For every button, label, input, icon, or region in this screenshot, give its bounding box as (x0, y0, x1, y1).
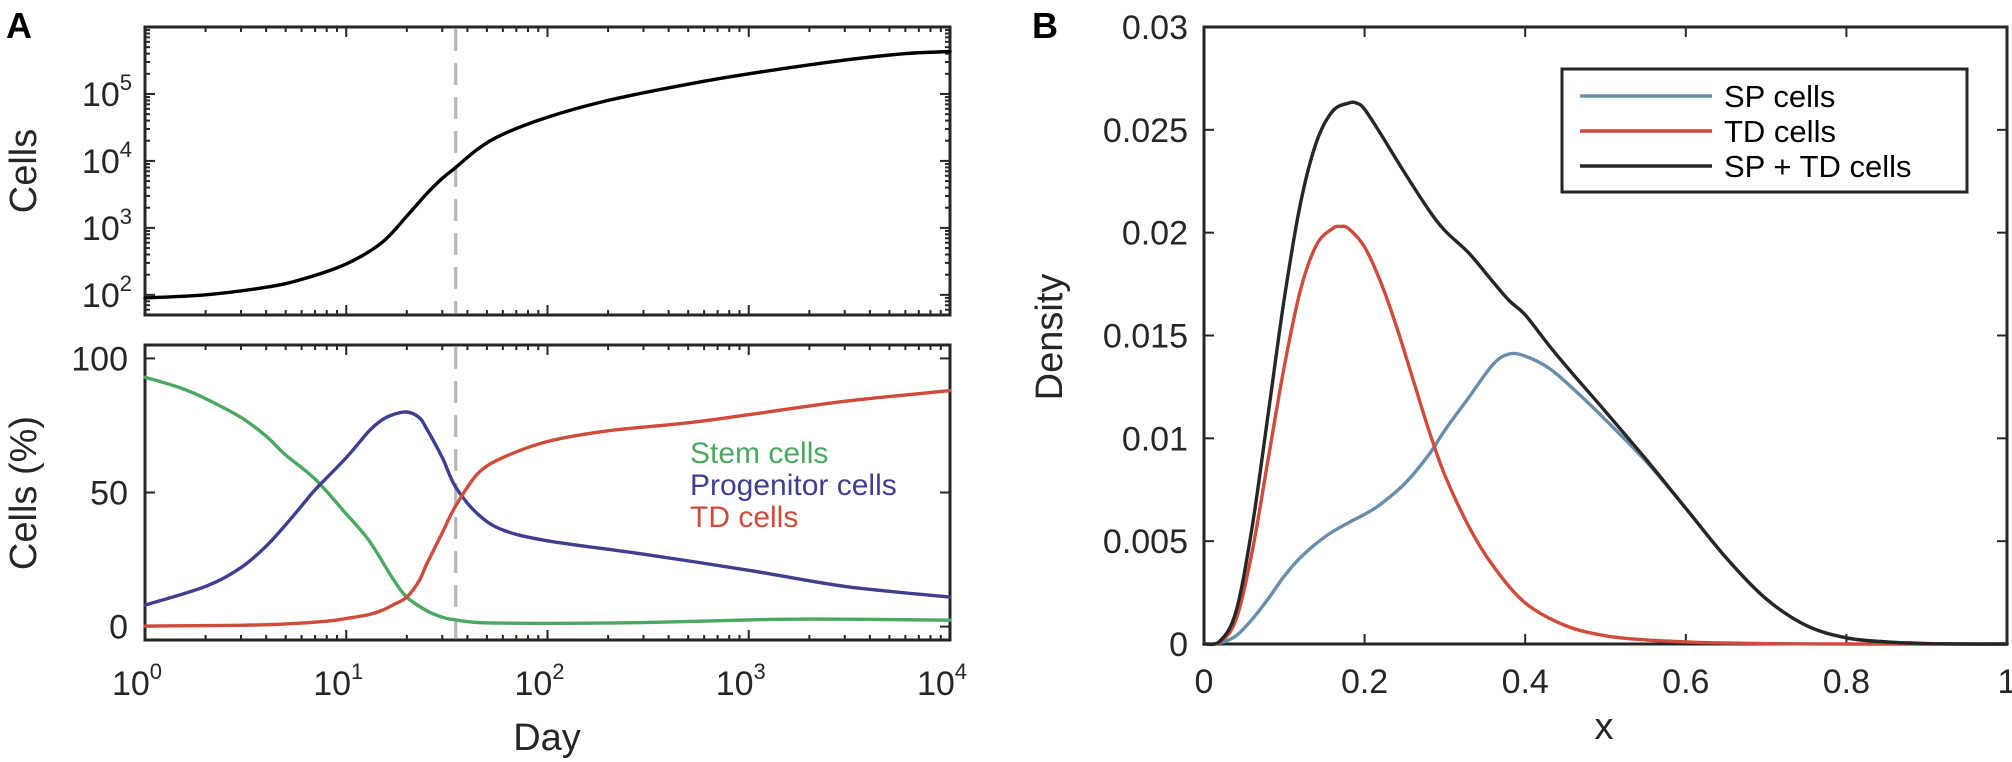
panel-a-top-y-tick-exponent: 5 (120, 70, 132, 95)
panel-b-y-tick-label: 0.02 (1122, 215, 1188, 253)
panel-a-x-tick-label: 102 (514, 659, 564, 703)
panel-a-bottom-line-td-cells (143, 388, 952, 628)
panel-a-x-label: Day (513, 717, 581, 759)
panel-a-top-y-tick-label: 103 (82, 204, 132, 248)
panel-a-x-tick-label: 104 (917, 659, 967, 703)
panel-b-y-tick-label: 0.005 (1103, 523, 1188, 561)
panel-a-top-line-total-cells (143, 49, 952, 300)
panel-a-top-plot: 102 103 104 105 Cells (3, 25, 952, 317)
panel-b-line-sp-cells (1202, 351, 2009, 646)
panel-b-x-tick-label: 1 (1998, 663, 2012, 701)
panel-b-x-label: x (1595, 706, 1614, 748)
annotation-td-cells: TD cells (690, 501, 798, 534)
panel-a-top-y-tick-label: 102 (82, 271, 132, 315)
panel-a-top-y-tick-exponent: 3 (120, 204, 132, 229)
panel-a-x-tick-exponent: 3 (754, 659, 766, 684)
annotation-progenitor-cells: Progenitor cells (690, 469, 897, 502)
panel-a-bottom-minor-ticks (204, 27, 942, 640)
panel-a-x-tick-label: 100 (112, 659, 162, 703)
panel-b-x-tick-label: 0 (1195, 663, 1214, 701)
panel-a-bottom-y-tick-labels: 0 50 100 (71, 340, 128, 646)
panel-label-a: A (6, 5, 32, 46)
panel-a-bottom-y-tick-label: 0 (109, 609, 128, 647)
panel-b-x-tick-label: 0.2 (1341, 663, 1388, 701)
panel-a-x-tick-exponent: 1 (351, 659, 363, 684)
panel-a-bottom-series (143, 375, 952, 628)
panel-a-top-minor-ticks (145, 29, 950, 316)
panel-a-x-tick-exponent: 4 (955, 659, 967, 684)
panel-a-bottom-x-tick-labels: 100 101 102 103 104 (112, 659, 967, 703)
panel-b-series (1202, 100, 2009, 647)
panel-a-bottom-line-stem-cells (143, 375, 952, 626)
panel-b-y-tick-label: 0.015 (1103, 318, 1188, 356)
panel-a-x-tick-label: 101 (313, 659, 363, 703)
panel-a-top-y-tick-exponent: 4 (120, 137, 132, 162)
panel-b-x-tick-label: 0.4 (1502, 663, 1549, 701)
panel-b-y-tick-label: 0.03 (1122, 9, 1188, 47)
panel-a-bottom-ticks (144, 345, 951, 640)
panel-b-y-tick-label: 0 (1169, 626, 1188, 664)
panel-a-top-ticks (144, 27, 951, 315)
legend-label-sp-td-cells: SP + TD cells (1724, 149, 1912, 184)
panel-b-line-td-cells (1202, 224, 2009, 647)
panel-b-x-tick-labels: 0 0.2 0.4 0.6 0.8 1 (1195, 663, 2012, 701)
panel-a-x-tick-exponent: 2 (552, 659, 564, 684)
legend-label-td-cells: TD cells (1724, 114, 1836, 149)
panel-a-top-axes-box (143, 25, 952, 317)
panel-a-top-y-tick-label: 104 (82, 137, 132, 181)
legend-label-sp-cells: SP cells (1724, 79, 1835, 114)
panel-a-top-y-label: Cells (3, 129, 45, 213)
panel-a-top-y-tick-label: 105 (82, 70, 132, 114)
panel-b-x-tick-label: 0.6 (1662, 663, 1709, 701)
panel-a-x-tick-exponent: 0 (150, 659, 162, 684)
panel-b-y-tick-label: 0.025 (1103, 112, 1188, 150)
panel-label-b: B (1032, 5, 1058, 46)
panel-b-legend: SP cells TD cells SP + TD cells (1560, 67, 1969, 194)
panel-a-top-series (143, 49, 952, 300)
panel-a-bottom-y-tick-label: 50 (90, 475, 128, 513)
panel-b-x-tick-label: 0.8 (1823, 663, 1870, 701)
panel-a-bottom-y-label: Cells (%) (3, 416, 45, 570)
panel-b-y-tick-labels: 0 0.005 0.01 0.015 0.02 0.025 0.03 (1103, 9, 1188, 664)
panel-b-y-tick-label: 0.01 (1122, 420, 1188, 458)
panel-a-top-y-tick-exponent: 2 (120, 271, 132, 296)
panel-a-bottom-line-progenitor-cells (143, 410, 952, 607)
panel-a-top-y-tick-labels: 102 103 104 105 (82, 70, 132, 315)
panel-a-x-tick-label: 103 (716, 659, 766, 703)
panel-b-line-sp-td-cells (1202, 100, 2009, 647)
panel-b-y-label: Density (1029, 274, 1071, 401)
panel-a-bottom-y-tick-label: 100 (71, 340, 128, 378)
annotation-stem-cells: Stem cells (690, 437, 828, 470)
